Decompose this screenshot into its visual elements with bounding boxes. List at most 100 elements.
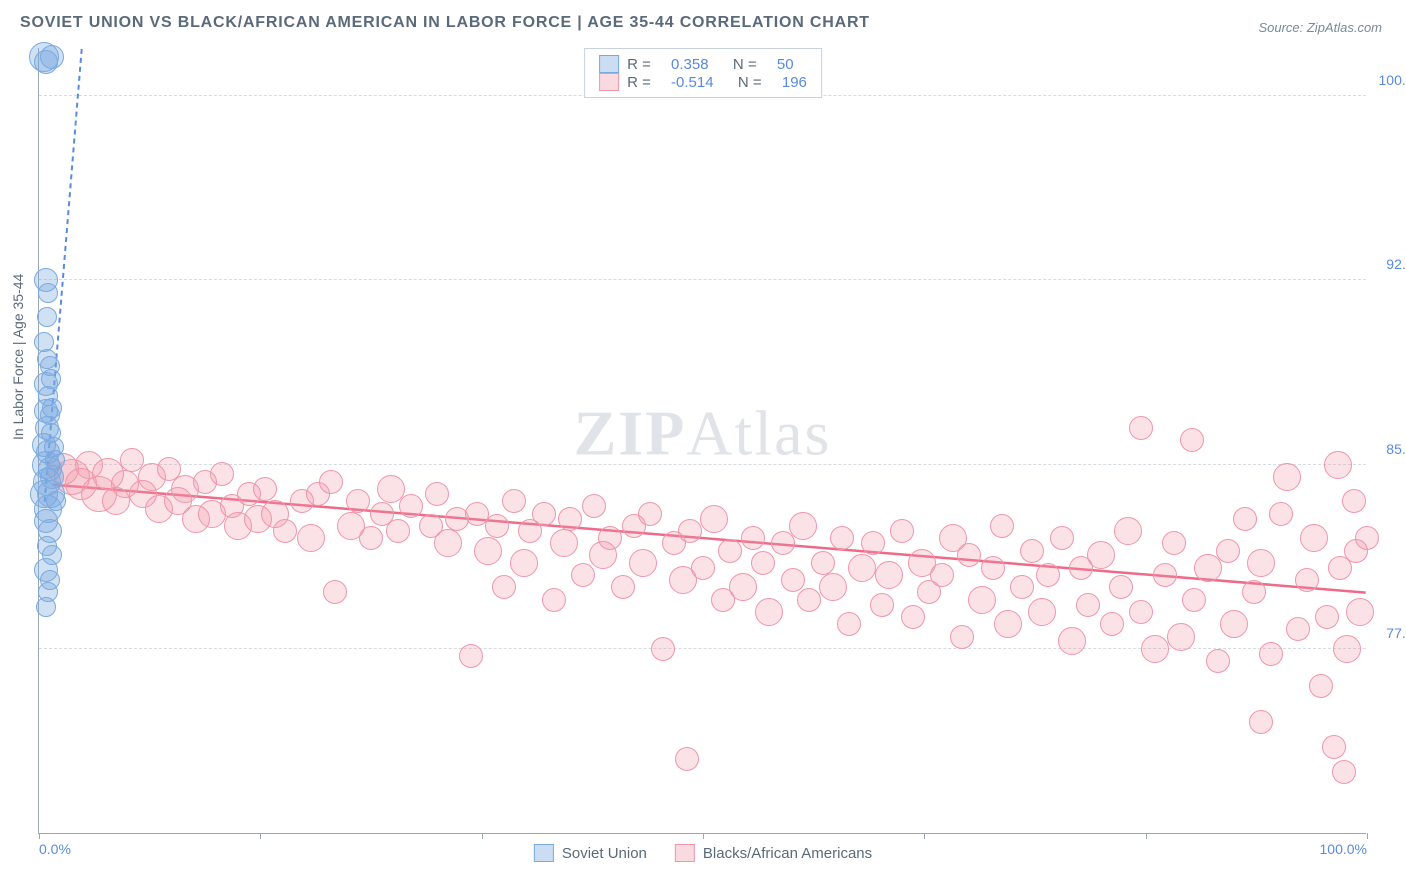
ytick-label: 77.5% [1370, 625, 1406, 641]
xtick-mark [1146, 833, 1147, 839]
scatter-point [582, 494, 606, 518]
scatter-point [861, 531, 885, 555]
scatter-point [789, 512, 817, 540]
scatter-point [848, 554, 876, 582]
ytick-label: 85.0% [1370, 441, 1406, 457]
scatter-point [611, 575, 635, 599]
swatch-pink-icon [599, 73, 619, 91]
scatter-point [1295, 568, 1319, 592]
scatter-point [425, 482, 449, 506]
scatter-point [1036, 563, 1060, 587]
scatter-point [1206, 649, 1230, 673]
trendlines-svg [39, 48, 1366, 833]
scatter-point [532, 502, 556, 526]
legend-item-soviet: Soviet Union [534, 844, 647, 862]
scatter-point [459, 644, 483, 668]
scatter-point [210, 462, 234, 486]
scatter-point [755, 598, 783, 626]
legend-row-soviet: R = 0.358 N = 50 [599, 55, 807, 73]
n-label: N = [738, 74, 762, 91]
scatter-point [319, 470, 343, 494]
n-value: 50 [777, 56, 794, 73]
n-label: N = [733, 56, 757, 73]
scatter-point [38, 283, 58, 303]
gridline-h [39, 279, 1366, 280]
source-label: Source: ZipAtlas.com [1258, 20, 1382, 35]
scatter-point [1355, 526, 1379, 550]
scatter-point [830, 526, 854, 550]
scatter-point [1182, 588, 1206, 612]
scatter-point [1273, 463, 1301, 491]
scatter-point [1309, 674, 1333, 698]
scatter-point [399, 494, 423, 518]
swatch-blue-icon [599, 55, 619, 73]
ytick-label: 100.0% [1370, 72, 1406, 88]
scatter-point [359, 526, 383, 550]
scatter-point [837, 612, 861, 636]
scatter-point [323, 580, 347, 604]
scatter-point [1286, 617, 1310, 641]
watermark-rest: Atlas [686, 397, 831, 468]
series-legend: Soviet Union Blacks/African Americans [534, 844, 872, 862]
scatter-point [485, 514, 509, 538]
scatter-point [1242, 580, 1266, 604]
scatter-point [550, 529, 578, 557]
scatter-point [558, 507, 582, 531]
scatter-point [253, 477, 277, 501]
scatter-point [1153, 563, 1177, 587]
scatter-point [797, 588, 821, 612]
scatter-point [1315, 605, 1339, 629]
scatter-point [434, 529, 462, 557]
scatter-point [741, 526, 765, 550]
ytick-label: 92.5% [1370, 256, 1406, 272]
xtick-mark [39, 833, 40, 839]
r-value: 0.358 [671, 56, 709, 73]
scatter-point [1269, 502, 1293, 526]
scatter-point [46, 491, 66, 511]
scatter-point [870, 593, 894, 617]
scatter-point [675, 747, 699, 771]
scatter-point [36, 597, 56, 617]
chart-title: SOVIET UNION VS BLACK/AFRICAN AMERICAN I… [20, 14, 870, 32]
xtick-mark [482, 833, 483, 839]
scatter-point [729, 573, 757, 601]
scatter-point [1050, 526, 1074, 550]
scatter-point [901, 605, 925, 629]
scatter-point [1180, 428, 1204, 452]
legend-label: Soviet Union [562, 845, 647, 862]
scatter-point [678, 519, 702, 543]
scatter-point [37, 307, 57, 327]
scatter-point [1233, 507, 1257, 531]
scatter-point [1087, 541, 1115, 569]
legend-row-black: R = -0.514 N = 196 [599, 73, 807, 91]
legend-label: Blacks/African Americans [703, 845, 872, 862]
scatter-point [502, 489, 526, 513]
scatter-point [542, 588, 566, 612]
xtick-label: 100.0% [1320, 841, 1367, 857]
scatter-point [386, 519, 410, 543]
scatter-point [1129, 600, 1153, 624]
scatter-plot-area: ZIPAtlas 77.5%85.0%92.5%100.0%0.0%100.0% [38, 48, 1366, 834]
scatter-point [651, 637, 675, 661]
scatter-point [990, 514, 1014, 538]
swatch-pink-icon [675, 844, 695, 862]
scatter-point [1247, 549, 1275, 577]
scatter-point [1216, 539, 1240, 563]
scatter-point [1100, 612, 1124, 636]
scatter-point [510, 549, 538, 577]
scatter-point [1346, 598, 1374, 626]
scatter-point [968, 586, 996, 614]
scatter-point [957, 543, 981, 567]
scatter-point [629, 549, 657, 577]
scatter-point [1342, 489, 1366, 513]
watermark-text: ZIPAtlas [574, 396, 832, 470]
xtick-mark [260, 833, 261, 839]
scatter-point [718, 539, 742, 563]
r-label: R = [627, 74, 651, 91]
scatter-point [1162, 531, 1186, 555]
scatter-point [1114, 517, 1142, 545]
scatter-point [1020, 539, 1044, 563]
scatter-point [492, 575, 516, 599]
scatter-point [1333, 635, 1361, 663]
r-label: R = [627, 56, 651, 73]
